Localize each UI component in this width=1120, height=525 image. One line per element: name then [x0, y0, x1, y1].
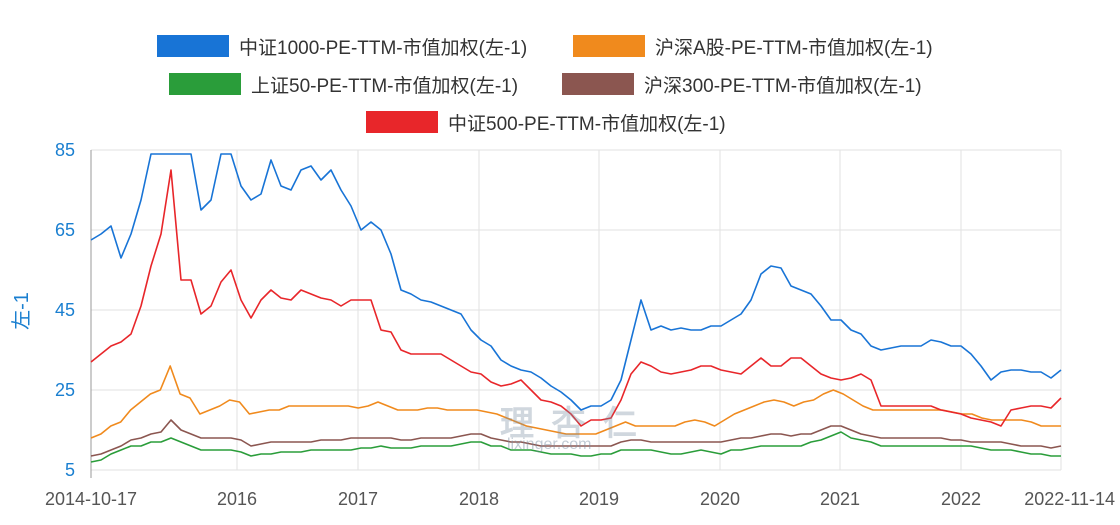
x-tick-label: 2018: [459, 489, 499, 509]
legend-label: 中证1000-PE-TTM-市值加权(左-1): [239, 37, 528, 59]
x-tick-label: 2017: [338, 489, 378, 509]
series-line-3: [90, 419, 1062, 457]
y-tick-label: 65: [55, 220, 75, 240]
series-line-1: [90, 365, 1061, 439]
y-tick-label: 25: [55, 380, 75, 400]
x-tick-label: 2022: [941, 489, 981, 509]
legend-swatch-csi300: [562, 73, 634, 95]
y-tick-label: 85: [55, 140, 75, 160]
x-tick-label: 2021: [820, 489, 860, 509]
legend-item-csi300[interactable]: 沪深300-PE-TTM-市值加权(左-1): [562, 72, 922, 97]
legend-item-sse50[interactable]: 上证50-PE-TTM-市值加权(左-1): [169, 72, 519, 97]
y-axis-label: 左-1: [10, 292, 33, 330]
x-tick-label: 2020: [700, 489, 740, 509]
y-tick-label: 45: [55, 300, 75, 320]
legend-label: 沪深A股-PE-TTM-市值加权(左-1): [655, 37, 933, 59]
x-tick-label: 2019: [579, 489, 619, 509]
x-tick-label: 2014-10-17: [45, 489, 137, 509]
x-tick-label: 2016: [217, 489, 257, 509]
series-line-4: [90, 169, 1062, 427]
legend-swatch-a-share: [573, 35, 645, 57]
legend-item-a-share[interactable]: 沪深A股-PE-TTM-市值加权(左-1): [573, 34, 933, 59]
series-line-0: [90, 153, 1062, 411]
legend-item-csi500[interactable]: 中证500-PE-TTM-市值加权(左-1): [366, 110, 726, 135]
watermark-logo: 理 杏 仁: [500, 405, 641, 443]
legend-swatch-sse50: [169, 73, 241, 95]
legend-swatch-csi1000: [157, 35, 229, 57]
y-tick-label: 5: [65, 460, 75, 480]
legend-label: 沪深300-PE-TTM-市值加权(左-1): [644, 75, 922, 97]
series-line-2: [90, 431, 1061, 463]
legend-label: 中证500-PE-TTM-市值加权(左-1): [448, 113, 726, 135]
x-tick-label: 2022-11-14: [1024, 489, 1115, 509]
watermark-url: lixinger.com: [507, 436, 592, 453]
legend-item-csi1000[interactable]: 中证1000-PE-TTM-市值加权(左-1): [157, 34, 528, 59]
legend-swatch-csi500: [366, 111, 438, 133]
legend-label: 上证50-PE-TTM-市值加权(左-1): [251, 75, 519, 97]
